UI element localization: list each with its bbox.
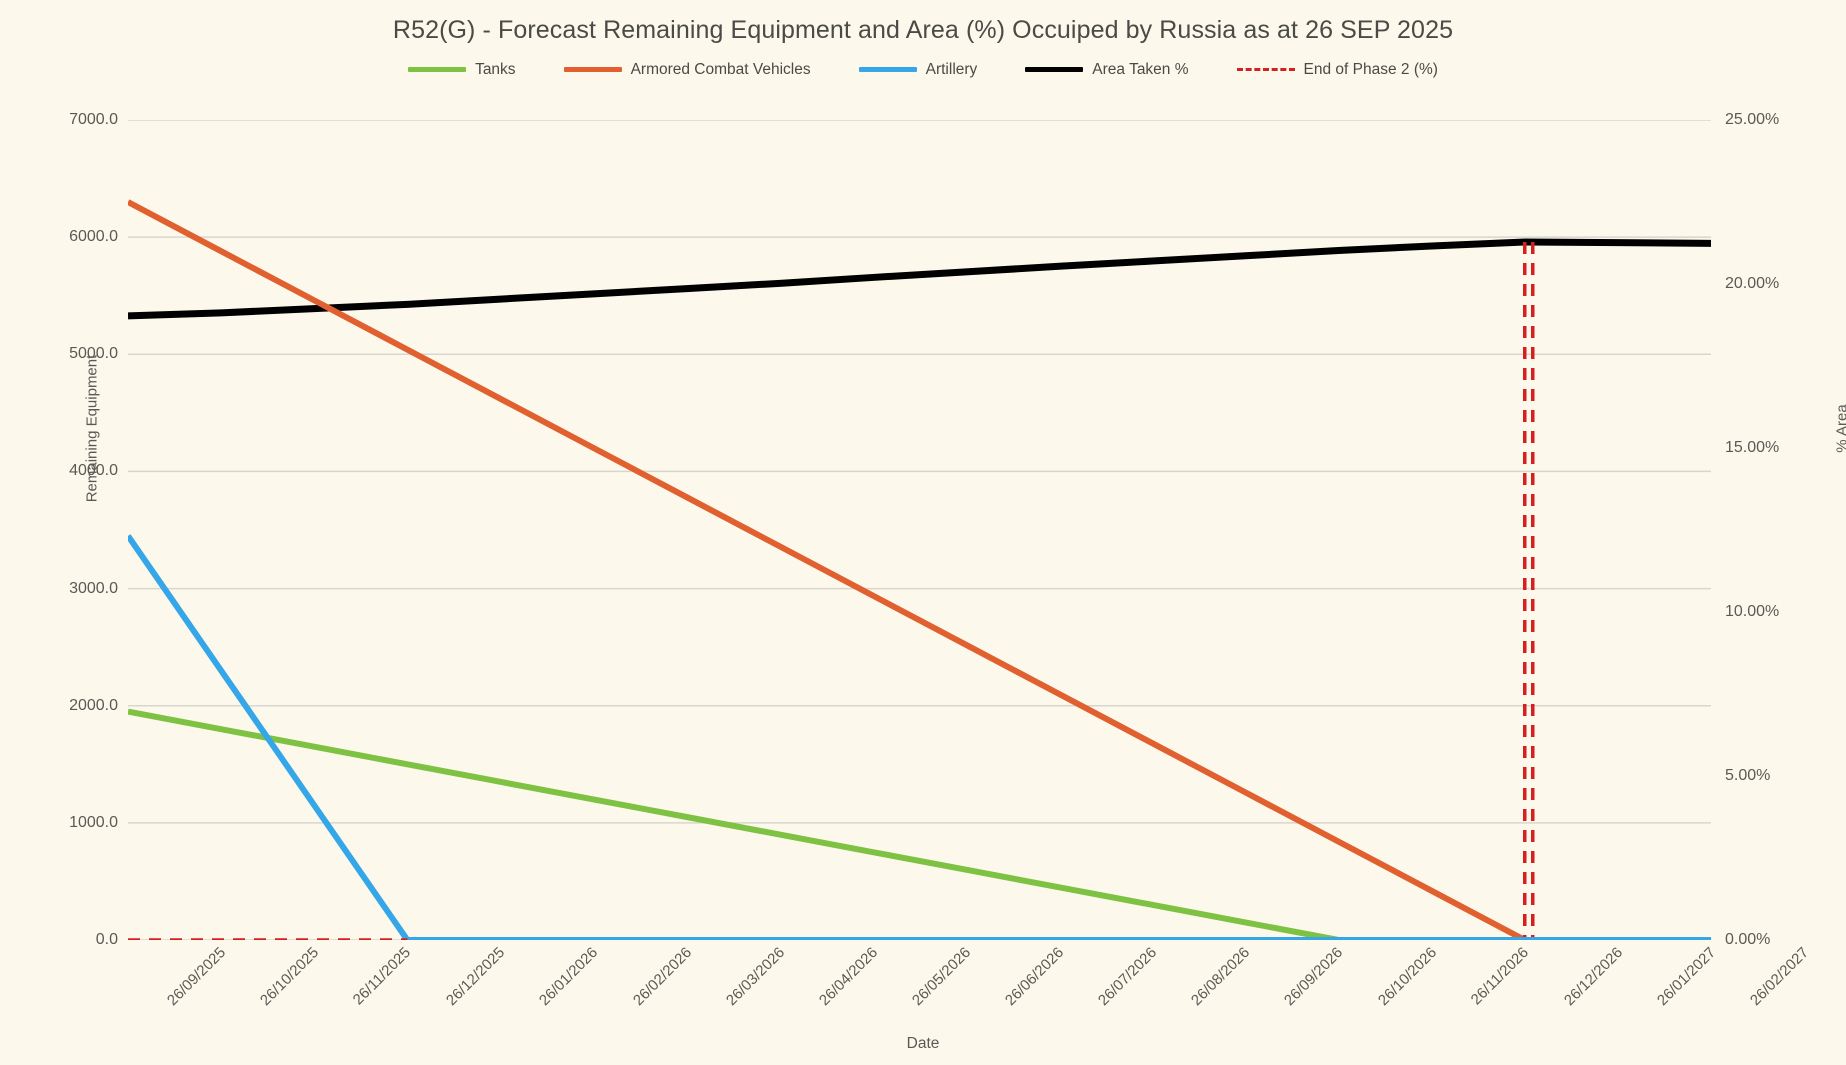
chart-legend: Tanks Armored Combat Vehicles Artillery Are…	[0, 62, 1846, 78]
y-axis-left-tick-label: 4000.0	[69, 462, 118, 480]
y-axis-left-tick-label: 5000.0	[69, 345, 118, 363]
y-axis-right-tick-label: 20.00%	[1725, 275, 1780, 292]
series-line-tanks	[128, 708, 1711, 940]
plot-svg	[128, 120, 1711, 940]
y-axis-right-tick-label: 5.00%	[1725, 767, 1771, 784]
x-axis-tick-label: 26/01/2026	[536, 944, 602, 1010]
x-axis-tick-label: 26/05/2026	[908, 944, 975, 1010]
x-axis-tick-label: 26/11/2026	[1467, 944, 1532, 1009]
legend-swatch-icon	[563, 67, 622, 73]
y-axis-right-tick-label: 10.00%	[1725, 603, 1780, 620]
x-axis-tick-label: 26/02/2027	[1746, 944, 1813, 1010]
y-axis-left-tick-label: 3000.0	[69, 579, 118, 597]
x-axis-tick-label: 26/01/2027	[1653, 944, 1719, 1010]
chart-title: R52(G) - Forecast Remaining Equipment an…	[392, 16, 1454, 44]
series-line-area-taken	[128, 238, 1711, 320]
x-axis-tick-label: 26/08/2026	[1188, 944, 1254, 1010]
x-axis-tick-label: 26/09/2026	[1281, 944, 1347, 1010]
x-axis-tick-label: 26/11/2025	[349, 944, 415, 1009]
x-axis-tick-label: 26/12/2025	[443, 944, 509, 1010]
legend-item-artillery[interactable]: Artillery	[858, 61, 978, 78]
y-axis-left-tick-label: 6000.0	[69, 228, 118, 246]
legend-item-tanks[interactable]: Tanks	[408, 62, 516, 78]
x-axis-tick-label: 26/06/2026	[1002, 944, 1068, 1010]
y-axis-right-tick-label: 0.00%	[1725, 931, 1771, 948]
legend-item-label: Armored Combat Vehicles	[630, 61, 811, 78]
x-axis-tick-label: 26/10/2025	[257, 944, 323, 1010]
x-axis-tick-label: 26/10/2026	[1374, 944, 1440, 1010]
legend-item-area-taken[interactable]: Area Taken %	[1025, 61, 1189, 78]
y-axis-right-tick-label: 25.00%	[1725, 111, 1780, 128]
x-axis-tick-label: 26/12/2026	[1560, 944, 1626, 1010]
legend-item-label: Artillery	[925, 61, 978, 78]
series-line-armored-combat-vehicles	[128, 199, 1711, 940]
x-axis-tick-label: 26/04/2026	[815, 944, 881, 1010]
legend-item-label: Area Taken %	[1092, 61, 1189, 78]
legend-swatch-icon	[1025, 67, 1084, 73]
y-axis-right-tick-label: 15.00%	[1725, 439, 1780, 456]
y-axis-left-ticks: 0.0 1000.0 2000.0 3000.0 4000.0 5000.0 6000.0 7…	[0, 111, 118, 948]
x-axis-title: Date	[906, 1035, 940, 1052]
legend-item-armored-combat-vehicles[interactable]: Armored Combat Vehicles	[563, 61, 811, 78]
x-axis-tick-label: 26/09/2025	[163, 944, 230, 1010]
x-axis-tick-label: 26/07/2026	[1095, 944, 1161, 1010]
legend-swatch-icon	[408, 67, 467, 73]
y-axis-left-title: Remaining Equipment	[83, 354, 101, 503]
legend-item-end-of-phase-2[interactable]: End of Phase 2 (%)	[1236, 61, 1438, 78]
legend-item-label: Tanks	[475, 61, 516, 78]
y-axis-left-tick-label: 7000.0	[69, 111, 118, 128]
x-axis-tick-label: 26/03/2026	[722, 944, 788, 1010]
plot-area	[128, 120, 1711, 940]
y-axis-left-tick-label: 0.0	[95, 931, 118, 948]
y-axis-right-title: % Area	[1833, 404, 1846, 452]
series-line-artillery	[128, 534, 1711, 940]
y-axis-right-ticks: 0.00% 5.00% 10.00% 15.00% 20.00% 25.00%	[1725, 111, 1835, 948]
legend-item-label: End of Phase 2 (%)	[1303, 61, 1438, 78]
y-axis-left-tick-label: 2000.0	[69, 696, 118, 714]
x-axis-tick-label: 26/02/2026	[629, 944, 695, 1010]
y-axis-left-tick-label: 1000.0	[69, 813, 118, 831]
legend-swatch-icon	[1236, 68, 1295, 72]
legend-swatch-icon	[858, 67, 917, 73]
